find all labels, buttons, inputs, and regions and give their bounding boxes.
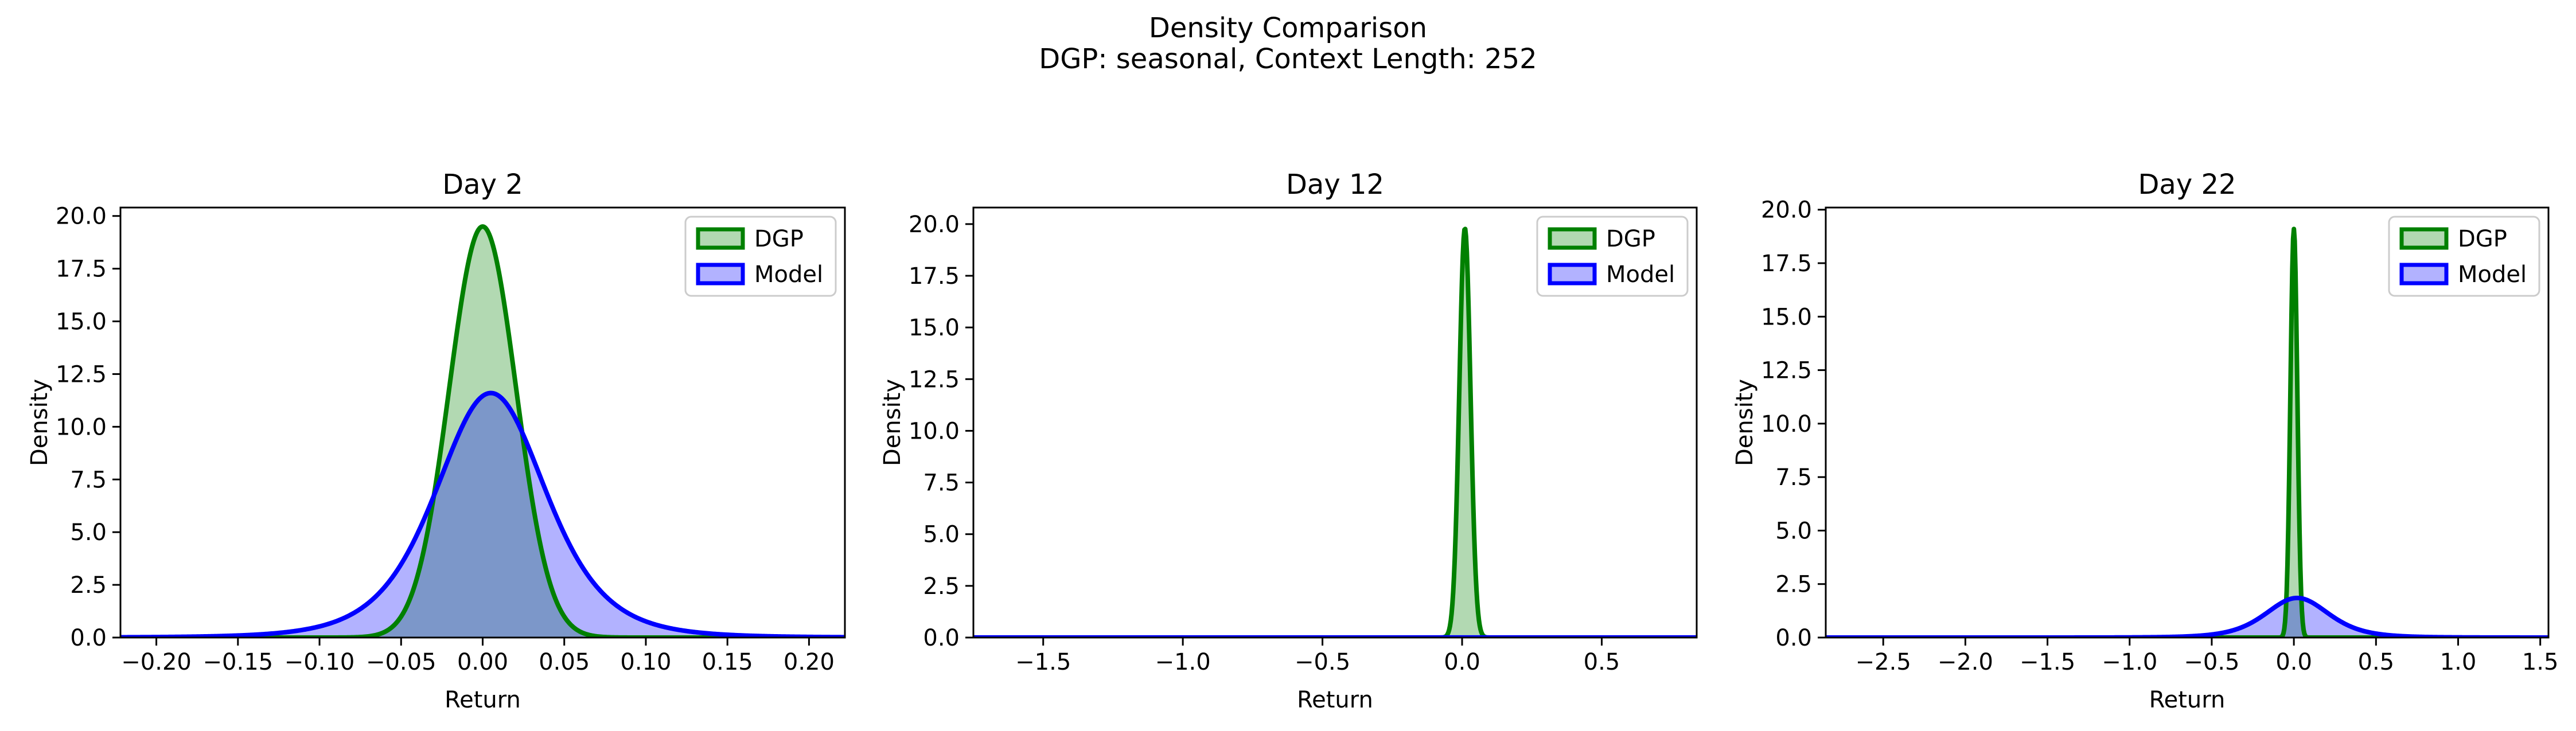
plot-area bbox=[120, 224, 845, 638]
x-tick-label: −0.05 bbox=[366, 649, 437, 675]
y-tick-label: 10.0 bbox=[1761, 411, 1812, 437]
y-tick-label: 15.0 bbox=[909, 315, 960, 341]
subplot-title: Day 2 bbox=[442, 169, 523, 201]
legend-swatch-dgp bbox=[696, 227, 745, 250]
y-tick-label: 7.5 bbox=[1775, 464, 1812, 491]
legend-swatch-model bbox=[696, 263, 745, 286]
x-tick-label: 0.10 bbox=[620, 649, 671, 675]
y-tick-label: 15.0 bbox=[1761, 304, 1812, 330]
y-tick-label: 5.0 bbox=[923, 522, 960, 548]
y-tick-label: 20.0 bbox=[1761, 197, 1812, 224]
model-area bbox=[120, 393, 845, 638]
legend-frame bbox=[684, 216, 837, 297]
axes-frame bbox=[972, 206, 1698, 639]
legend-frame bbox=[1536, 216, 1689, 297]
y-tick-label: 12.5 bbox=[56, 361, 107, 388]
subplot-2: −1.5 −1.0 −0.5 0.0 0.5 0.0 2.5 5.0 7.5 10.0 12.5 15… bbox=[879, 169, 1698, 713]
x-tick-label: 0.00 bbox=[457, 649, 508, 675]
legend-label-model: Model bbox=[2458, 261, 2527, 288]
x-axis-label: Return bbox=[445, 687, 521, 713]
y-tick-label: 10.0 bbox=[56, 414, 107, 440]
y-tick-label: 17.5 bbox=[56, 256, 107, 283]
legend-label-dgp: DGP bbox=[754, 226, 804, 252]
x-tick-label: 1.5 bbox=[2522, 649, 2559, 675]
x-tick-label: 0.0 bbox=[1444, 649, 1480, 675]
y-tick-label: 17.5 bbox=[909, 263, 960, 290]
figure-subtitle: DGP: seasonal, Context Length: 252 bbox=[1039, 43, 1537, 75]
subplot-title: Day 22 bbox=[2138, 169, 2236, 201]
x-tick-label: 0.20 bbox=[784, 649, 835, 675]
x-tick-label: 0.05 bbox=[539, 649, 590, 675]
legend-swatch-model bbox=[1548, 263, 1597, 286]
x-tick-label: −2.0 bbox=[1938, 649, 1993, 675]
y-tick-label: 2.5 bbox=[70, 572, 107, 599]
subplot-3: −2.5 −2.0 −1.5 −1.0 −0.5 0.0 0.5 1.0 1.5 0.0 2.5 5.… bbox=[1732, 169, 2558, 713]
legend-label-model: Model bbox=[1606, 261, 1675, 288]
x-tick-label: 0.15 bbox=[702, 649, 753, 675]
y-tick-label: 2.5 bbox=[923, 573, 960, 600]
y-axis-label: Density bbox=[1732, 379, 1758, 466]
y-axis-label: Density bbox=[879, 379, 906, 466]
x-tick-label: 0.0 bbox=[2275, 649, 2312, 675]
x-tick-label: 0.5 bbox=[1584, 649, 1620, 675]
dgp-line bbox=[120, 224, 845, 638]
y-tick-label: 20.0 bbox=[909, 212, 960, 238]
legend-swatch-model bbox=[2399, 263, 2449, 286]
y-tick-label: 0.0 bbox=[70, 625, 107, 651]
model-area bbox=[1826, 597, 2548, 638]
axes-frame bbox=[1825, 206, 2550, 639]
legend: DGP Model bbox=[684, 216, 837, 297]
subplot-1: −0.20 −0.15 −0.10 −0.05 0.00 0.05 0.10 0.15 0.20… bbox=[26, 169, 846, 713]
legend-label-dgp: DGP bbox=[2458, 226, 2507, 252]
x-tick-label: −1.5 bbox=[1015, 649, 1071, 675]
legend: DGP Model bbox=[1536, 216, 1689, 297]
y-tick-label: 15.0 bbox=[56, 309, 107, 335]
subplot-title: Day 12 bbox=[1286, 169, 1384, 201]
x-axis-label: Return bbox=[2149, 687, 2226, 713]
model-line bbox=[1826, 595, 2548, 638]
y-tick-label: 2.5 bbox=[1775, 572, 1812, 598]
y-tick-label: 0.0 bbox=[1775, 625, 1812, 651]
x-tick-label: −1.0 bbox=[1155, 649, 1211, 675]
x-axis-label: Return bbox=[1297, 687, 1373, 713]
x-tick-label: −0.10 bbox=[285, 649, 355, 675]
figure-title: Density Comparison bbox=[1148, 12, 1428, 44]
dgp-area bbox=[120, 226, 845, 638]
y-tick-label: 20.0 bbox=[56, 204, 107, 230]
y-tick-label: 5.0 bbox=[1775, 518, 1812, 544]
x-tick-label: 1.0 bbox=[2440, 649, 2477, 675]
y-tick-label: 5.0 bbox=[70, 519, 107, 546]
y-axis-label: Density bbox=[26, 379, 53, 466]
legend-swatch-dgp bbox=[2399, 227, 2449, 250]
x-tick-label: −0.15 bbox=[203, 649, 274, 675]
y-tick-label: 0.0 bbox=[923, 625, 960, 651]
legend: DGP Model bbox=[2388, 216, 2540, 297]
legend-label-model: Model bbox=[754, 261, 823, 288]
y-tick-label: 12.5 bbox=[909, 366, 960, 393]
y-tick-label: 7.5 bbox=[923, 470, 960, 497]
x-tick-label: −2.5 bbox=[1856, 649, 1911, 675]
x-tick-label: 0.5 bbox=[2358, 649, 2395, 675]
model-line bbox=[120, 390, 845, 638]
y-tick-label: 10.0 bbox=[909, 418, 960, 444]
x-tick-label: −1.5 bbox=[2020, 649, 2075, 675]
x-tick-label: −0.5 bbox=[2184, 649, 2239, 675]
x-tick-label: −0.5 bbox=[1295, 649, 1350, 675]
legend-frame bbox=[2388, 216, 2540, 297]
x-tick-label: −0.20 bbox=[121, 649, 192, 675]
y-tick-label: 12.5 bbox=[1761, 358, 1812, 384]
legend-swatch-dgp bbox=[1548, 227, 1597, 250]
x-tick-label: −1.0 bbox=[2102, 649, 2157, 675]
legend-label-dgp: DGP bbox=[1606, 226, 1655, 252]
y-tick-label: 17.5 bbox=[1761, 251, 1812, 277]
y-tick-label: 7.5 bbox=[70, 467, 107, 493]
